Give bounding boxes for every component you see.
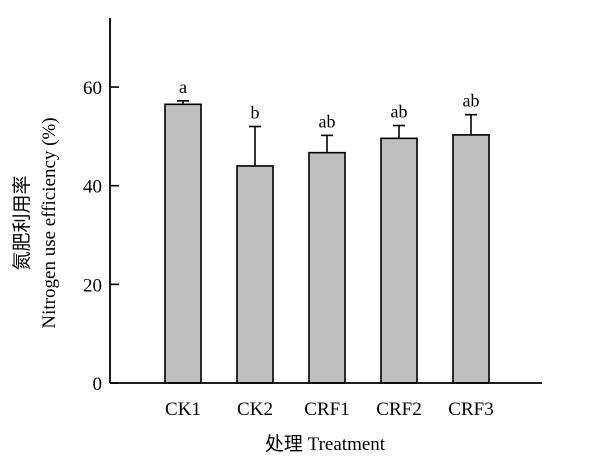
- x-axis-label: 处理 Treatment: [265, 433, 386, 455]
- y-tick-label-20: 20: [83, 275, 102, 296]
- significance-letter-ck1: a: [179, 77, 187, 97]
- axis-labels-layer: 处理 Treatment 氮肥利用率 Nitrogen use efficien…: [11, 117, 386, 455]
- significance-letter-ck2: b: [251, 103, 260, 123]
- y-axis-label-english: Nitrogen use efficiency (%): [39, 117, 60, 328]
- y-tick-label-0: 0: [93, 374, 103, 395]
- x-tick-label-crf1: CRF1: [304, 399, 349, 420]
- significance-letter-crf1: ab: [319, 111, 336, 131]
- significance-letter-crf2: ab: [391, 102, 408, 122]
- axes-layer: CK1 CK2 CRF1 CRF2 CRF3 0 20 40 60: [83, 18, 542, 420]
- y-axis-label-chinese: 氮肥利用率: [11, 175, 33, 270]
- y-tick-label-60: 60: [83, 78, 102, 99]
- x-tick-label-crf2: CRF2: [376, 399, 421, 420]
- bar-ck2: [236, 165, 274, 384]
- x-tick-label-ck1: CK1: [165, 399, 201, 420]
- bar-crf3: [452, 134, 490, 384]
- x-tick-label-ck2: CK2: [237, 399, 273, 420]
- significance-letter-crf3: ab: [463, 91, 480, 111]
- bar-ck1: [164, 103, 202, 384]
- y-tick-label-40: 40: [83, 177, 102, 198]
- error-bars-layer: [177, 100, 477, 166]
- bar-crf1: [308, 151, 346, 384]
- bar-crf2: [380, 137, 418, 384]
- x-tick-label-crf3: CRF3: [448, 399, 493, 420]
